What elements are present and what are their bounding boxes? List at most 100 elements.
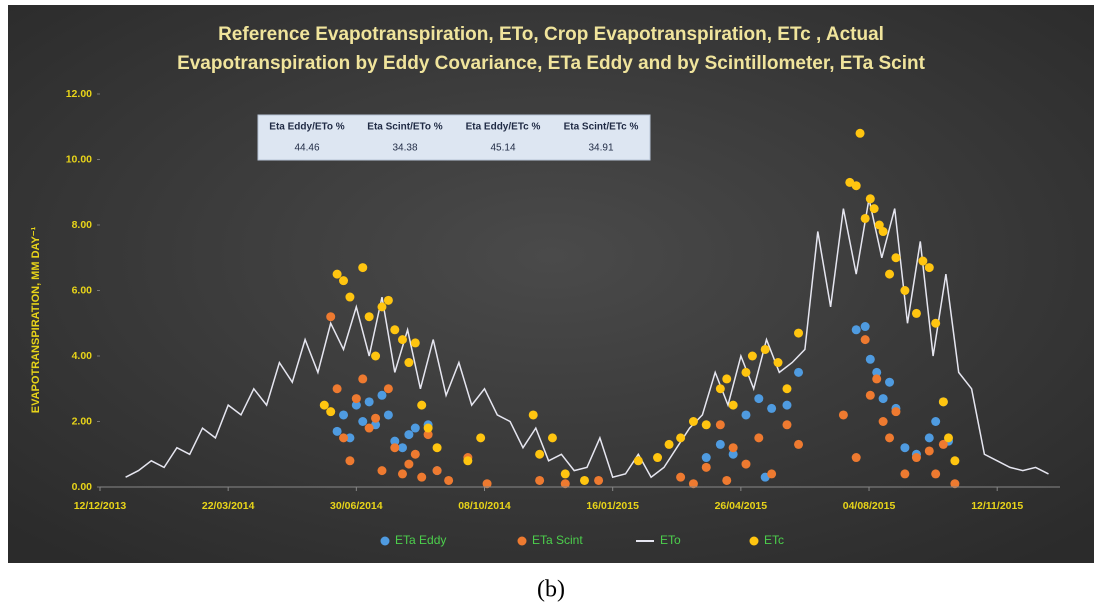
y-tick-label: 12.00 [66,88,92,100]
point [351,394,361,404]
point [741,459,751,469]
point [364,312,374,322]
chart-background [8,5,1094,563]
point [851,325,861,335]
point [476,433,486,443]
table-cell: 34.38 [392,143,417,154]
point [410,423,420,433]
point [410,449,420,459]
point [885,377,895,387]
x-tick-label: 26/04/2015 [715,500,768,512]
table-header: Eta Eddy/ETo % [269,122,344,133]
point [397,469,407,479]
point [423,423,433,433]
point [358,263,368,273]
point [339,276,349,286]
legend-label: ETo [660,533,681,547]
point [339,433,349,443]
point [741,410,751,420]
point [364,423,374,433]
point [383,384,393,394]
point [404,459,414,469]
point [432,466,442,476]
point [891,407,901,417]
point [579,475,589,485]
point [838,410,848,420]
point [535,475,545,485]
y-tick-label: 2.00 [72,415,93,427]
point [332,426,342,436]
caption: (b) [537,577,565,603]
legend-swatch [749,536,759,546]
point [390,443,400,453]
point [463,456,473,466]
point [332,384,342,394]
point [865,194,875,204]
table-cell: 45.14 [490,143,515,154]
point [924,433,934,443]
point [358,374,368,384]
table-header: Eta Eddy/ETc % [466,122,541,133]
x-tick-label: 30/06/2014 [330,500,383,512]
chart-title: Reference Evapotranspiration, ETo, Crop … [218,24,884,45]
point [900,469,910,479]
point [715,420,725,430]
point [377,466,387,476]
point [676,433,686,443]
point [351,400,361,410]
point [900,286,910,295]
point [377,390,387,400]
point [377,302,387,312]
point [741,367,751,377]
legend-label: ETa Eddy [395,533,446,547]
point [860,335,870,345]
x-tick-label: 08/10/2014 [458,500,511,512]
point [851,453,861,463]
point [332,269,342,279]
point [653,453,663,463]
x-tick-label: 22/03/2014 [202,500,255,512]
point [701,453,711,463]
point [482,479,492,489]
table-header: Eta Scint/ETc % [564,122,639,133]
point [383,410,393,420]
point [767,469,777,479]
point [535,449,545,459]
legend-swatch [380,536,390,546]
point [701,420,711,430]
point [728,449,738,459]
point [924,446,934,456]
point [943,433,953,443]
point [767,403,777,413]
point [931,318,941,328]
point [688,417,698,426]
point [754,394,764,404]
point [911,453,921,463]
point [754,433,764,443]
point [364,397,374,407]
legend-label: ETc [764,533,784,547]
point [878,227,888,237]
y-tick-label: 10.00 [66,153,92,165]
point [633,456,643,466]
point [872,374,882,384]
point [918,256,928,266]
point [872,367,882,377]
point [950,479,960,489]
point [794,439,804,449]
point [404,430,414,440]
point [878,394,888,404]
point [560,479,570,489]
x-tick-label: 12/11/2015 [971,500,1023,512]
table-header: Eta Scint/ETo % [367,122,442,133]
point [397,443,407,453]
eto-line [125,198,1049,479]
point [417,400,427,410]
chart-title: Evapotranspiration by Eddy Covariance, E… [177,53,926,74]
x-tick-label: 04/08/2015 [843,500,896,512]
x-tick-label: 12/12/2013 [74,500,127,512]
point [878,417,888,426]
point [397,335,407,345]
point [688,479,698,489]
